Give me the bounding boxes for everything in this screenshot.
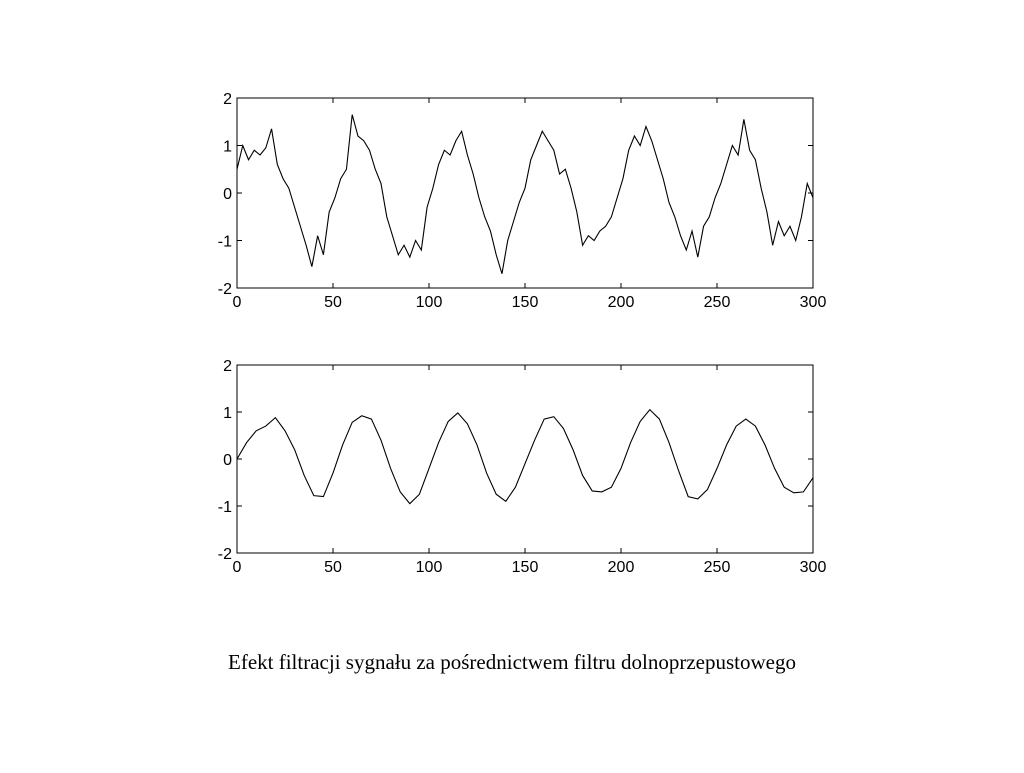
x-tick-label: 0 xyxy=(233,294,242,311)
y-tick-label: 1 xyxy=(223,139,232,156)
x-tick-label: 250 xyxy=(704,559,731,576)
x-tick-label: 100 xyxy=(416,559,443,576)
x-tick-label: 150 xyxy=(512,294,539,311)
x-tick-label: 300 xyxy=(800,559,827,576)
caption: Efekt filtracji sygnału za pośrednictwem… xyxy=(228,650,796,674)
y-tick-label: 0 xyxy=(223,452,232,469)
x-tick-label: 100 xyxy=(416,294,443,311)
x-tick-label: 150 xyxy=(512,559,539,576)
signal-line xyxy=(236,114,814,274)
x-tick-label: 50 xyxy=(324,559,342,576)
y-tick-label: 0 xyxy=(223,186,232,203)
x-tick-label: 200 xyxy=(608,294,635,311)
y-tick-label: 2 xyxy=(223,358,232,375)
y-tick-label: -1 xyxy=(218,499,232,516)
plot-area xyxy=(236,364,814,554)
signal-line xyxy=(236,408,814,505)
x-tick-label: 0 xyxy=(233,559,242,576)
x-tick-label: 250 xyxy=(704,294,731,311)
x-tick-label: 200 xyxy=(608,559,635,576)
y-tick-label: -1 xyxy=(218,234,232,251)
plot-area xyxy=(236,97,814,289)
x-tick-label: 50 xyxy=(324,294,342,311)
y-tick-label: -2 xyxy=(218,281,232,298)
y-tick-label: 1 xyxy=(223,405,232,422)
y-tick-label: 2 xyxy=(223,91,232,108)
y-tick-label: -2 xyxy=(218,546,232,563)
x-tick-label: 300 xyxy=(800,294,827,311)
